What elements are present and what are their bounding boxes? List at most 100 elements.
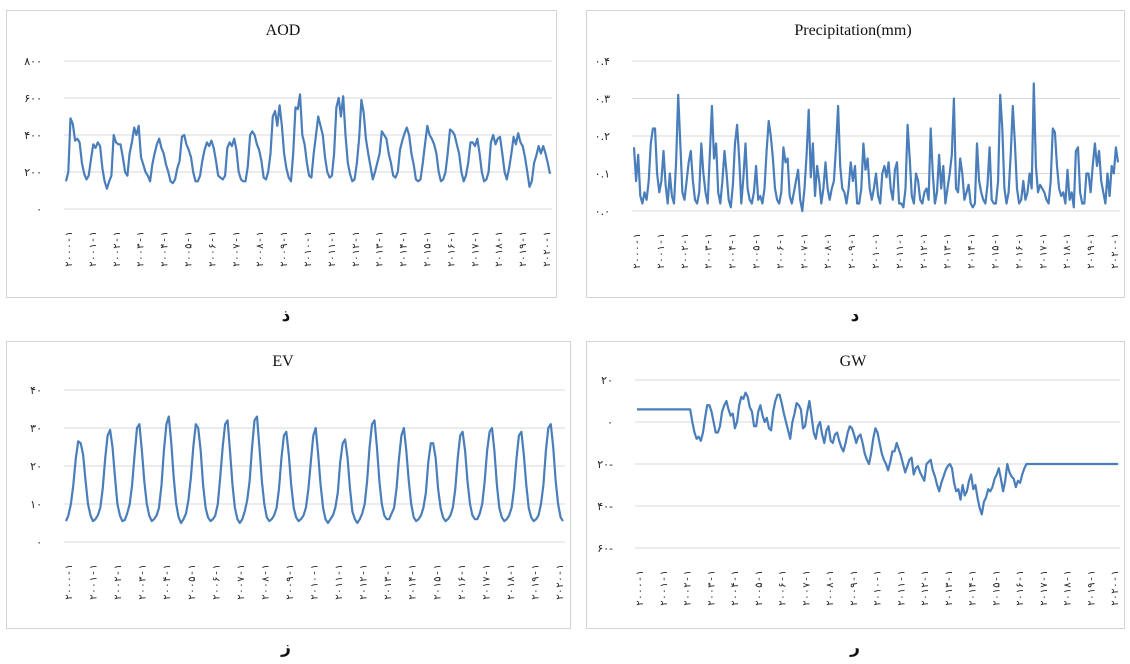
x-tick-label: ۲۰۱۳-۱ xyxy=(943,233,954,269)
x-tick-label: ۲۰۰۲-۱ xyxy=(683,570,694,606)
x-tick-label: ۲۰۱۵-۱ xyxy=(991,570,1002,606)
y-tick-label: ۰.۲ xyxy=(595,130,610,143)
x-tick-label: ۲۰۰۴-۱ xyxy=(730,570,741,606)
series-line xyxy=(64,415,564,525)
x-tick-label: ۲۰۰۲-۱ xyxy=(113,564,124,600)
x-tick-label: ۲۰۰۳-۱ xyxy=(704,233,715,269)
x-tick-label: ۲۰۱۲-۱ xyxy=(920,570,931,606)
x-tick-label: ۲۰۰۸-۱ xyxy=(825,570,836,606)
x-tick-label: ۲۰۲۰-۱ xyxy=(1110,233,1121,269)
ev-chart: EV ۰ ۱۰ ۲۰ ۳۰ ۴۰ ۲۰۰۰-۱ ۲۰۰۱-۱ ۲۰۰۲-۱ ۲۰۰۳-۱ ۲۰۰۴-… xyxy=(6,341,571,629)
y-tick-label: ۸۰۰ xyxy=(24,55,42,68)
x-tick-label: ۲۰۱۰-۱ xyxy=(873,570,884,606)
x-tick-label: ۲۰۰۱-۱ xyxy=(659,570,670,606)
y-tick-label: ۲۰- xyxy=(597,458,613,471)
x-tick-label: ۲۰۰۹-۱ xyxy=(279,231,290,267)
x-tick-label: ۲۰۰۷-۱ xyxy=(799,233,810,269)
x-tick-label: ۲۰۰۶-۱ xyxy=(211,564,222,600)
x-tick-label: ۲۰۰۰-۱ xyxy=(64,231,75,267)
x-tick-label: ۲۰۰۰-۱ xyxy=(64,564,75,600)
x-tick-label: ۲۰۱۰-۱ xyxy=(871,233,882,269)
caption-ev: ز xyxy=(281,638,291,658)
x-tick-label: ۲۰۱۵-۱ xyxy=(432,564,443,600)
x-tick-label: ۲۰۱۶-۱ xyxy=(1014,233,1025,269)
x-tick-label: ۲۰۱۰-۱ xyxy=(303,231,314,267)
chart-title: EV xyxy=(272,353,294,370)
y-tick-label: ۲۰ xyxy=(30,460,42,473)
x-tick-label: ۲۰۱۳-۱ xyxy=(944,570,955,606)
series-line xyxy=(64,93,552,190)
x-tick-label: ۲۰۰۲-۱ xyxy=(112,231,123,267)
x-tick-label: ۲۰۱۸-۱ xyxy=(506,564,517,600)
y-tick-label: ۰.۱ xyxy=(595,168,610,181)
x-tick-label: ۲۰۱۱-۱ xyxy=(895,233,906,269)
x-tick-label: ۲۰۱۹-۱ xyxy=(518,231,529,267)
x-tick-label: ۲۰۱۳-۱ xyxy=(375,231,386,267)
x-tick-label: ۲۰۱۷-۱ xyxy=(481,564,492,600)
y-tick-label: ۲۰ xyxy=(601,374,613,387)
y-tick-label: ۳۰ xyxy=(30,422,42,435)
y-tick-label: ۰ xyxy=(36,536,42,549)
y-tick-label: ۴۰ xyxy=(30,384,42,397)
precipitation-chart: Precipitation(mm) ۰.۰ ۰.۱ ۰.۲ ۰.۳ ۰.۴ ۲۰۰۰-۱ ۲۰… xyxy=(586,10,1125,298)
x-tick-label: ۲۰۱۴-۱ xyxy=(967,233,978,269)
x-tick-label: ۲۰۰۱-۱ xyxy=(89,564,100,600)
caption-gw: ر xyxy=(850,638,860,658)
x-tick-label: ۲۰۱۸-۱ xyxy=(1063,570,1074,606)
x-tick-label: ۲۰۰۹-۱ xyxy=(285,564,296,600)
x-tick-label: ۲۰۰۱-۱ xyxy=(656,233,667,269)
x-tick-label: ۲۰۱۶-۱ xyxy=(1015,570,1026,606)
x-tick-label: ۲۰۱۶-۱ xyxy=(446,231,457,267)
x-tick-label: ۲۰۱۷-۱ xyxy=(1039,570,1050,606)
y-tick-label: ۲۰۰ xyxy=(24,166,42,179)
y-tick-label: ۰.۴ xyxy=(595,55,610,68)
chart-svg: EV ۰ ۱۰ ۲۰ ۳۰ ۴۰ ۲۰۰۰-۱ ۲۰۰۱-۱ ۲۰۰۲-۱ ۲۰۰۳-۱ ۲۰۰۴-… xyxy=(30,353,566,600)
x-tick-label: ۲۰۱۲-۱ xyxy=(359,564,370,600)
x-tick-label: ۲۰۱۴-۱ xyxy=(399,231,410,267)
x-tick-label: ۲۰۱۸-۱ xyxy=(494,231,505,267)
chart-svg: GW ۶۰- ۴۰- ۲۰- ۰ ۲۰ ۲۰۰۰-۱ ۲۰۰۱-۱ ۲۰۰۲-۱ ۲۰۰۳-۱ ۲۰… xyxy=(597,353,1121,606)
x-tick-label: ۲۰۱۱-۱ xyxy=(896,570,907,606)
y-tick-label: ۰ xyxy=(607,416,613,429)
series-line xyxy=(637,391,1118,516)
x-tick-label: ۲۰۰۸-۱ xyxy=(255,231,266,267)
y-tick-label: ۰.۰ xyxy=(595,205,610,218)
x-tick-label: ۲۰۰۹-۱ xyxy=(847,233,858,269)
x-tick-label: ۲۰۰۱-۱ xyxy=(88,231,99,267)
x-tick-label: ۲۰۲۰-۱ xyxy=(542,231,553,267)
caption-aod: ذ xyxy=(281,306,291,326)
chart-title: AOD xyxy=(266,22,301,39)
x-tick-label: ۲۰۰۷-۱ xyxy=(231,231,242,267)
x-tick-label: ۲۰۱۵-۱ xyxy=(423,231,434,267)
y-tick-label: ۴۰- xyxy=(597,500,613,513)
x-tick-label: ۲۰۰۶-۱ xyxy=(207,231,218,267)
y-tick-label: ۱۰ xyxy=(30,498,42,511)
chart-svg: Precipitation(mm) ۰.۰ ۰.۱ ۰.۲ ۰.۳ ۰.۴ ۲۰۰۰-۱ ۲۰… xyxy=(595,22,1121,269)
x-tick-label: ۲۰۰۷-۱ xyxy=(801,570,812,606)
x-tick-label: ۲۰۰۶-۱ xyxy=(775,233,786,269)
x-tick-label: ۲۰۲۰-۱ xyxy=(1110,570,1121,606)
x-tick-label: ۲۰۱۷-۱ xyxy=(470,231,481,267)
x-tick-label: ۲۰۰۲-۱ xyxy=(680,233,691,269)
x-tick-label: ۲۰۰۳-۱ xyxy=(138,564,149,600)
x-tick-label: ۲۰۰۵-۱ xyxy=(184,231,195,267)
x-tick-label: ۲۰۱۹-۱ xyxy=(1086,233,1097,269)
x-tick-label: ۲۰۱۹-۱ xyxy=(530,564,541,600)
x-tick-label: ۲۰۱۱-۱ xyxy=(327,231,338,267)
x-tick-label: ۲۰۱۵-۱ xyxy=(991,233,1002,269)
y-tick-label: ۰ xyxy=(36,203,42,216)
x-tick-label: ۲۰۱۹-۱ xyxy=(1086,570,1097,606)
chart-title: Precipitation(mm) xyxy=(794,22,911,39)
x-tick-label: ۲۰۱۴-۱ xyxy=(408,564,419,600)
x-tick-label: ۲۰۰۵-۱ xyxy=(187,564,198,600)
series-line xyxy=(632,82,1120,213)
x-tick-label: ۲۰۰۹-۱ xyxy=(849,570,860,606)
x-tick-label: ۲۰۱۳-۱ xyxy=(383,564,394,600)
y-tick-label: ۴۰۰ xyxy=(24,129,42,142)
y-tick-label: ۶۰۰ xyxy=(24,92,42,105)
x-tick-label: ۲۰۱۸-۱ xyxy=(1062,233,1073,269)
x-tick-label: ۲۰۰۵-۱ xyxy=(754,570,765,606)
x-tick-label: ۲۰۲۰-۱ xyxy=(555,564,566,600)
x-tick-label: ۲۰۱۲-۱ xyxy=(919,233,930,269)
gw-chart: GW ۶۰- ۴۰- ۲۰- ۰ ۲۰ ۲۰۰۰-۱ ۲۰۰۱-۱ ۲۰۰۲-۱ ۲۰۰۳-۱ ۲۰… xyxy=(586,341,1125,629)
